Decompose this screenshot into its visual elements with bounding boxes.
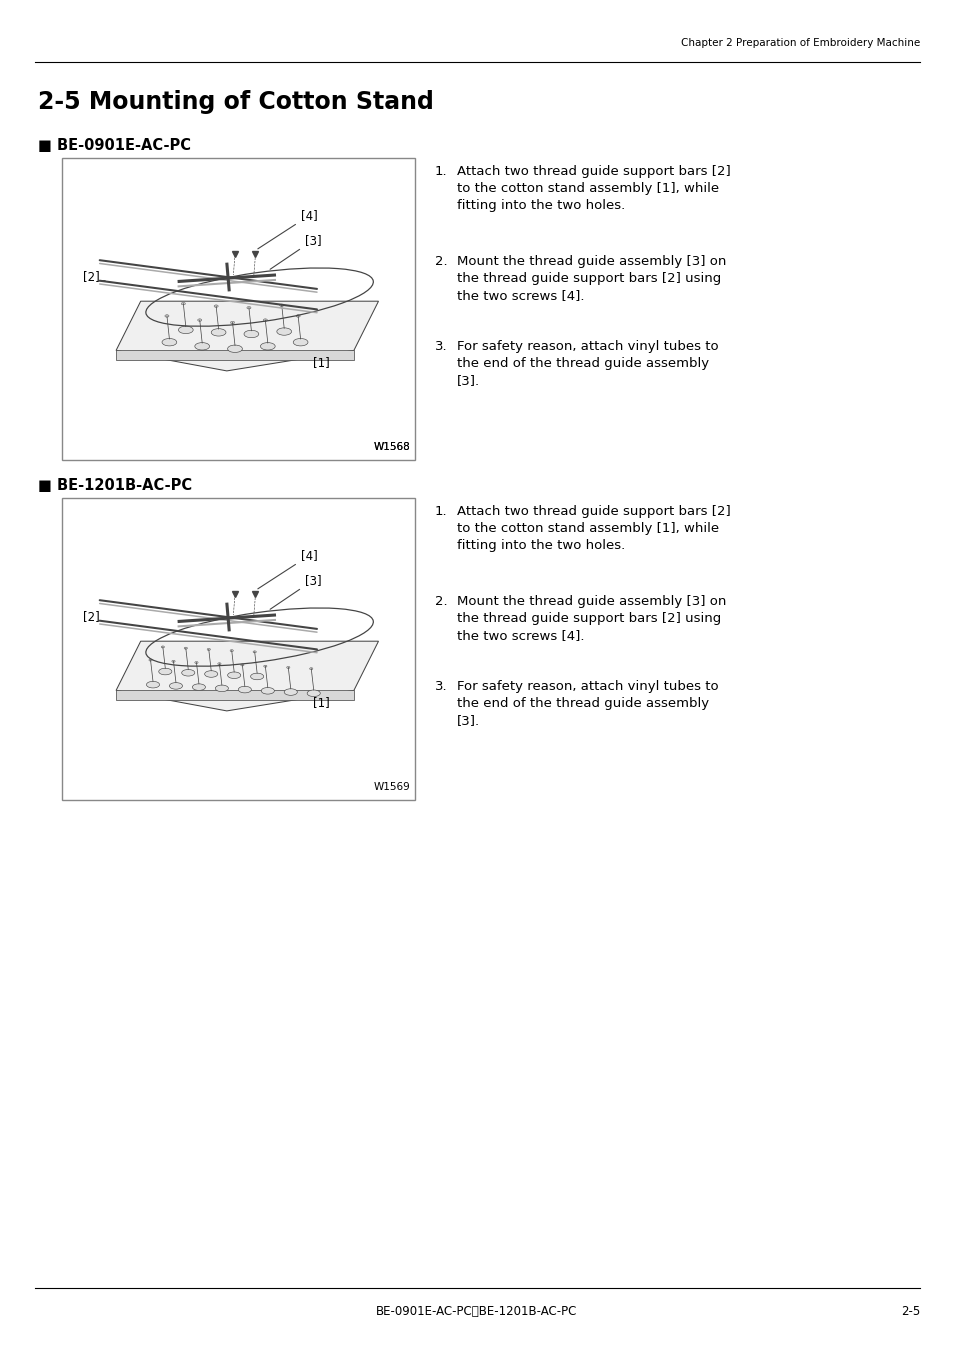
Ellipse shape [170, 682, 182, 689]
Ellipse shape [149, 659, 152, 661]
Text: 1.: 1. [435, 505, 447, 517]
Text: 2-5 Mounting of Cotton Stand: 2-5 Mounting of Cotton Stand [38, 91, 434, 113]
Text: For safety reason, attach vinyl tubes to: For safety reason, attach vinyl tubes to [456, 340, 718, 353]
Text: 2-5: 2-5 [900, 1305, 919, 1319]
Ellipse shape [207, 648, 211, 650]
Polygon shape [116, 642, 378, 711]
Ellipse shape [215, 685, 228, 692]
Ellipse shape [260, 343, 274, 350]
Text: [4]: [4] [257, 550, 317, 589]
Ellipse shape [238, 686, 252, 693]
Ellipse shape [197, 319, 202, 322]
Text: the end of the thread guide assembly: the end of the thread guide assembly [456, 357, 708, 370]
Text: the two screws [4].: the two screws [4]. [456, 289, 584, 303]
Ellipse shape [181, 670, 194, 676]
Ellipse shape [263, 319, 267, 322]
Text: fitting into the two holes.: fitting into the two holes. [456, 539, 624, 553]
Text: 2.: 2. [435, 594, 447, 608]
Text: [3]: [3] [270, 234, 321, 269]
Text: [1]: [1] [313, 696, 330, 709]
Text: Attach two thread guide support bars [2]: Attach two thread guide support bars [2] [456, 505, 730, 517]
Ellipse shape [279, 304, 283, 307]
Text: W1568: W1568 [373, 442, 410, 453]
Text: [3]: [3] [270, 574, 321, 609]
Ellipse shape [161, 646, 164, 648]
Ellipse shape [178, 326, 193, 334]
Text: to the cotton stand assembly [1], while: to the cotton stand assembly [1], while [456, 182, 719, 195]
Ellipse shape [172, 661, 175, 662]
Ellipse shape [194, 343, 210, 350]
Ellipse shape [184, 647, 187, 650]
Bar [62, 158, 415, 459]
Text: For safety reason, attach vinyl tubes to: For safety reason, attach vinyl tubes to [456, 680, 718, 693]
Text: BE-0901E-AC-PC・BE-1201B-AC-PC: BE-0901E-AC-PC・BE-1201B-AC-PC [375, 1305, 578, 1319]
Text: the two screws [4].: the two screws [4]. [456, 630, 584, 642]
Text: W1568: W1568 [373, 442, 410, 453]
Text: Chapter 2 Preparation of Embroidery Machine: Chapter 2 Preparation of Embroidery Mach… [680, 38, 919, 49]
Text: ■ BE-0901E-AC-PC: ■ BE-0901E-AC-PC [38, 138, 191, 153]
Ellipse shape [165, 315, 169, 317]
Ellipse shape [211, 328, 226, 336]
Text: [1]: [1] [313, 357, 330, 369]
Text: the end of the thread guide assembly: the end of the thread guide assembly [456, 697, 708, 711]
Ellipse shape [247, 307, 251, 309]
Ellipse shape [284, 689, 297, 696]
Text: [3].: [3]. [456, 374, 479, 386]
Ellipse shape [231, 322, 234, 324]
Text: [2]: [2] [83, 270, 100, 284]
Ellipse shape [158, 669, 172, 674]
Ellipse shape [295, 315, 300, 317]
Ellipse shape [286, 666, 290, 669]
Text: Mount the thread guide assembly [3] on: Mount the thread guide assembly [3] on [456, 255, 725, 267]
Text: 1.: 1. [435, 165, 447, 178]
Ellipse shape [310, 667, 313, 670]
Text: 3.: 3. [435, 680, 447, 693]
Text: [4]: [4] [257, 209, 317, 249]
Text: [3].: [3]. [456, 713, 479, 727]
Ellipse shape [205, 670, 217, 677]
Ellipse shape [217, 663, 221, 665]
Ellipse shape [162, 339, 176, 346]
Text: ■ BE-1201B-AC-PC: ■ BE-1201B-AC-PC [38, 478, 192, 493]
Ellipse shape [147, 681, 159, 688]
Polygon shape [116, 350, 354, 361]
Text: the thread guide support bars [2] using: the thread guide support bars [2] using [456, 612, 720, 626]
Ellipse shape [230, 650, 233, 651]
Ellipse shape [194, 662, 198, 663]
Text: fitting into the two holes.: fitting into the two holes. [456, 199, 624, 212]
Polygon shape [116, 690, 354, 700]
Ellipse shape [293, 339, 308, 346]
Text: Attach two thread guide support bars [2]: Attach two thread guide support bars [2] [456, 165, 730, 178]
Ellipse shape [253, 651, 256, 653]
Ellipse shape [307, 690, 320, 697]
Text: 3.: 3. [435, 340, 447, 353]
Text: the thread guide support bars [2] using: the thread guide support bars [2] using [456, 272, 720, 285]
Ellipse shape [181, 303, 185, 305]
Text: to the cotton stand assembly [1], while: to the cotton stand assembly [1], while [456, 521, 719, 535]
Ellipse shape [213, 305, 218, 307]
Ellipse shape [261, 688, 274, 694]
Ellipse shape [244, 330, 258, 338]
Text: W1569: W1569 [373, 782, 410, 792]
Ellipse shape [193, 684, 205, 690]
Ellipse shape [251, 673, 263, 680]
Ellipse shape [276, 328, 292, 335]
Text: Mount the thread guide assembly [3] on: Mount the thread guide assembly [3] on [456, 594, 725, 608]
Ellipse shape [228, 345, 242, 353]
Text: [2]: [2] [83, 611, 100, 623]
Bar [62, 499, 415, 800]
Polygon shape [116, 301, 378, 372]
Ellipse shape [263, 665, 267, 667]
Text: 2.: 2. [435, 255, 447, 267]
Ellipse shape [228, 671, 240, 678]
Ellipse shape [240, 663, 244, 666]
